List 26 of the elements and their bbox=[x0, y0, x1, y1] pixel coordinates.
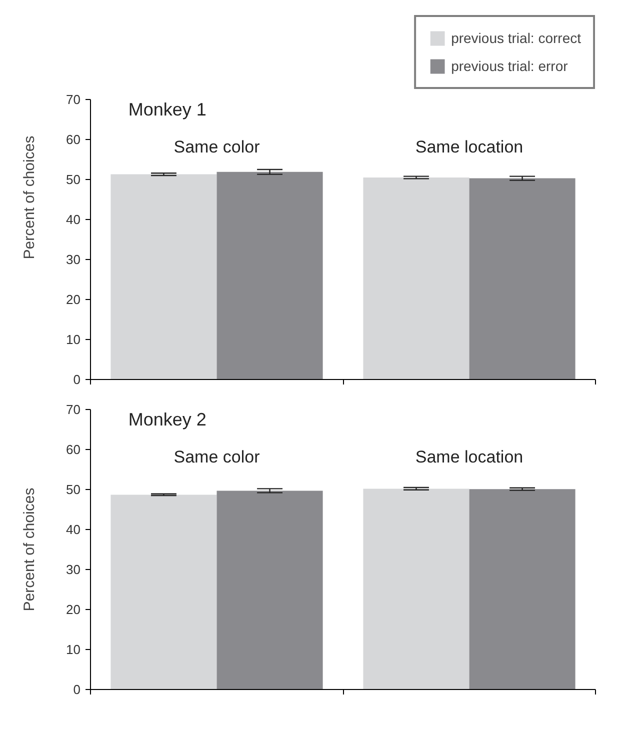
y-tick-label: 0 bbox=[73, 682, 81, 697]
y-tick-label: 20 bbox=[66, 602, 81, 617]
y-tick-label: 70 bbox=[66, 402, 81, 417]
legend-label: previous trial: error bbox=[451, 58, 568, 74]
y-tick-label: 30 bbox=[66, 562, 81, 577]
y-tick-label: 40 bbox=[66, 212, 81, 227]
x-tick-label: Same color bbox=[174, 448, 260, 467]
y-tick-label: 10 bbox=[66, 332, 81, 347]
y-tick-label: 20 bbox=[66, 292, 81, 307]
x-tick-label: Same color bbox=[174, 138, 260, 157]
y-tick-label: 50 bbox=[66, 172, 81, 187]
chart-title: Monkey 1 bbox=[128, 100, 206, 120]
x-tick-label: Same location bbox=[415, 138, 524, 157]
x-tick-label: Same location bbox=[415, 448, 524, 467]
y-tick-label: 60 bbox=[66, 132, 81, 147]
y-tick-label: 30 bbox=[66, 252, 81, 267]
y-axis-title: Percent of choices bbox=[21, 488, 38, 612]
y-tick-label: 0 bbox=[73, 372, 81, 387]
y-tick-label: 50 bbox=[66, 482, 81, 497]
legend-label: previous trial: correct bbox=[451, 30, 581, 46]
y-tick-label: 40 bbox=[66, 522, 81, 537]
chart-title: Monkey 2 bbox=[128, 410, 206, 430]
y-tick-label: 60 bbox=[66, 442, 81, 457]
y-axis-title: Percent of choices bbox=[21, 136, 38, 260]
y-tick-label: 70 bbox=[66, 92, 81, 107]
y-tick-label: 10 bbox=[66, 642, 81, 657]
